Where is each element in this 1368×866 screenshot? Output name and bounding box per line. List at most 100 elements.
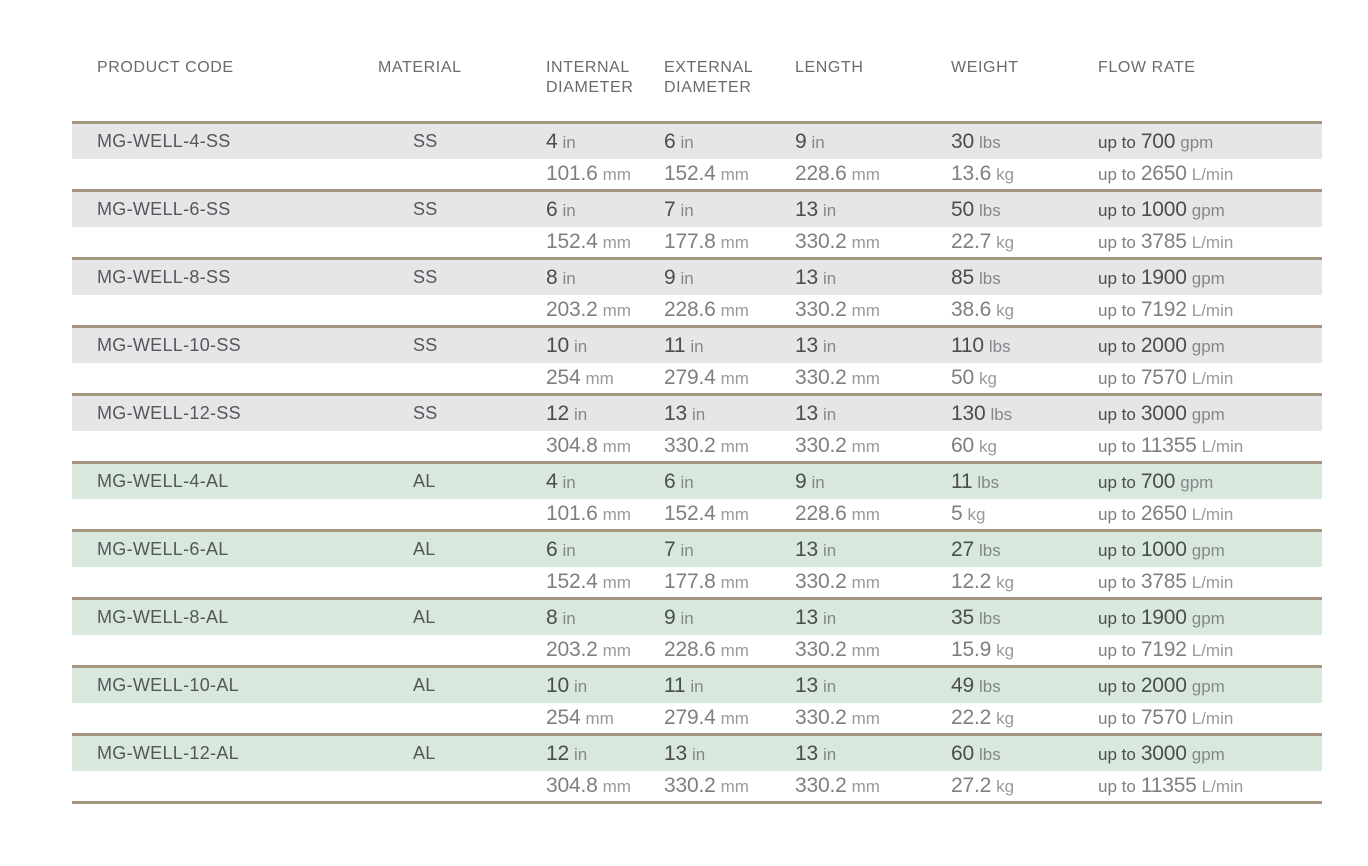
unit: gpm <box>1191 269 1225 288</box>
value: 2650 <box>1140 162 1187 185</box>
value: 152.4 <box>664 502 716 525</box>
metric-row: 203.2 mm 228.6 mm 330.2 mm 38.6 kg up to 7192… <box>72 295 1322 325</box>
imperial-row: MG-WELL-12-AL AL 12 in 13 in 13 in 60 lbs up… <box>72 736 1322 771</box>
flow-rate-cell: up to 7570 L/min <box>1098 703 1322 733</box>
unit: lbs <box>978 677 1001 696</box>
weight-cell: 12.2 kg <box>951 567 1098 597</box>
product-code-cell: MG-WELL-8-SS <box>72 260 378 295</box>
weight-cell: 30 lbs <box>951 124 1098 159</box>
flow-rate-cell: up to 3000 gpm <box>1098 736 1322 771</box>
product-code-cell: MG-WELL-4-AL <box>72 464 378 499</box>
prefix: up to <box>1098 473 1136 492</box>
weight-cell: 50 lbs <box>951 192 1098 227</box>
flow-rate-cell: up to 2650 L/min <box>1098 499 1322 529</box>
unit: gpm <box>1191 337 1225 356</box>
flow-rate-cell: up to 2000 gpm <box>1098 668 1322 703</box>
imperial-row: MG-WELL-4-AL AL 4 in 6 in 9 in 11 lbs up to 7… <box>72 464 1322 499</box>
unit: L/min <box>1191 233 1234 252</box>
value: 49 <box>951 674 974 697</box>
unit: gpm <box>1180 473 1214 492</box>
product-code: MG-WELL-6-AL <box>97 539 229 559</box>
unit: lbs <box>978 269 1001 288</box>
weight-cell: 5 kg <box>951 499 1098 529</box>
flow-rate-cell: up to 11355 L/min <box>1098 431 1322 461</box>
unit: in <box>822 609 837 628</box>
unit: mm <box>720 165 749 184</box>
value: 50 <box>951 198 974 221</box>
unit: in <box>680 133 694 152</box>
value: 4 <box>546 130 558 153</box>
product-code: MG-WELL-4-SS <box>97 131 231 151</box>
internal-diameter-cell: 254 mm <box>546 703 664 733</box>
unit: in <box>573 405 588 424</box>
prefix: up to <box>1098 541 1136 560</box>
value: 13 <box>795 334 818 357</box>
unit: gpm <box>1180 133 1214 152</box>
value: 6 <box>546 538 558 561</box>
value: 279.4 <box>664 366 716 389</box>
weight-cell: 11 lbs <box>951 464 1098 499</box>
material: AL <box>413 607 436 627</box>
unit: L/min <box>1201 437 1244 456</box>
metric-row: 254 mm 279.4 mm 330.2 mm 50 kg up to 7570 L/mi… <box>72 363 1322 393</box>
value: 11 <box>664 334 686 357</box>
flow-rate-cell: up to 11355 L/min <box>1098 771 1322 801</box>
value: 13 <box>795 538 818 561</box>
metric-row: 304.8 mm 330.2 mm 330.2 mm 60 kg up to 11355 L… <box>72 431 1322 461</box>
product-group-mg-well-10-al: MG-WELL-10-AL AL 10 in 11 in 13 in 49 lbs up… <box>72 665 1322 733</box>
value: 177.8 <box>664 230 716 253</box>
flow-rate-cell: up to 7192 L/min <box>1098 635 1322 665</box>
internal-diameter-cell: 254 mm <box>546 363 664 393</box>
unit: L/min <box>1191 709 1234 728</box>
unit: in <box>822 541 837 560</box>
material-cell: AL <box>378 600 546 635</box>
length-cell: 330.2 mm <box>795 431 951 461</box>
weight-cell: 60 kg <box>951 431 1098 461</box>
value: 13 <box>795 742 818 765</box>
product-group-mg-well-6-al: MG-WELL-6-AL AL 6 in 7 in 13 in 27 lbs up to… <box>72 529 1322 597</box>
unit: in <box>822 405 837 424</box>
value: 27 <box>951 538 974 561</box>
prefix: up to <box>1098 201 1136 220</box>
material: SS <box>413 267 438 287</box>
external-diameter-cell: 279.4 mm <box>664 363 795 393</box>
unit: mm <box>851 233 880 252</box>
imperial-row: MG-WELL-8-AL AL 8 in 9 in 13 in 35 lbs up to… <box>72 600 1322 635</box>
unit: in <box>691 405 706 424</box>
weight-cell: 60 lbs <box>951 736 1098 771</box>
value: 304.8 <box>546 434 598 457</box>
unit: lbs <box>978 609 1001 628</box>
metric-row: 152.4 mm 177.8 mm 330.2 mm 22.7 kg up to 3785… <box>72 227 1322 257</box>
unit: mm <box>851 301 880 320</box>
material: SS <box>413 403 438 423</box>
internal-diameter-cell: 6 in <box>546 192 664 227</box>
length-cell: 13 in <box>795 328 951 363</box>
internal-diameter-cell: 12 in <box>546 736 664 771</box>
length-cell: 13 in <box>795 260 951 295</box>
unit: kg <box>996 777 1015 796</box>
unit: in <box>680 269 694 288</box>
internal-diameter-cell: 203.2 mm <box>546 295 664 325</box>
external-diameter-cell: 13 in <box>664 736 795 771</box>
weight-cell: 130 lbs <box>951 396 1098 431</box>
value: 4 <box>546 470 558 493</box>
value: 330.2 <box>795 298 847 321</box>
value: 330.2 <box>664 774 716 797</box>
value: 700 <box>1140 130 1176 153</box>
prefix: up to <box>1098 641 1136 660</box>
external-diameter-cell: 177.8 mm <box>664 227 795 257</box>
material-cell: AL <box>378 464 546 499</box>
unit: mm <box>602 505 631 524</box>
unit: mm <box>851 641 880 660</box>
value: 12 <box>546 742 569 765</box>
material-cell: SS <box>378 192 546 227</box>
unit: mm <box>851 505 880 524</box>
material-cell: AL <box>378 736 546 771</box>
value: 1900 <box>1140 266 1187 289</box>
unit: L/min <box>1201 777 1244 796</box>
unit: mm <box>602 165 631 184</box>
product-code: MG-WELL-6-SS <box>97 199 231 219</box>
external-diameter-cell: 7 in <box>664 192 795 227</box>
value: 11355 <box>1140 434 1197 457</box>
prefix: up to <box>1098 233 1136 252</box>
